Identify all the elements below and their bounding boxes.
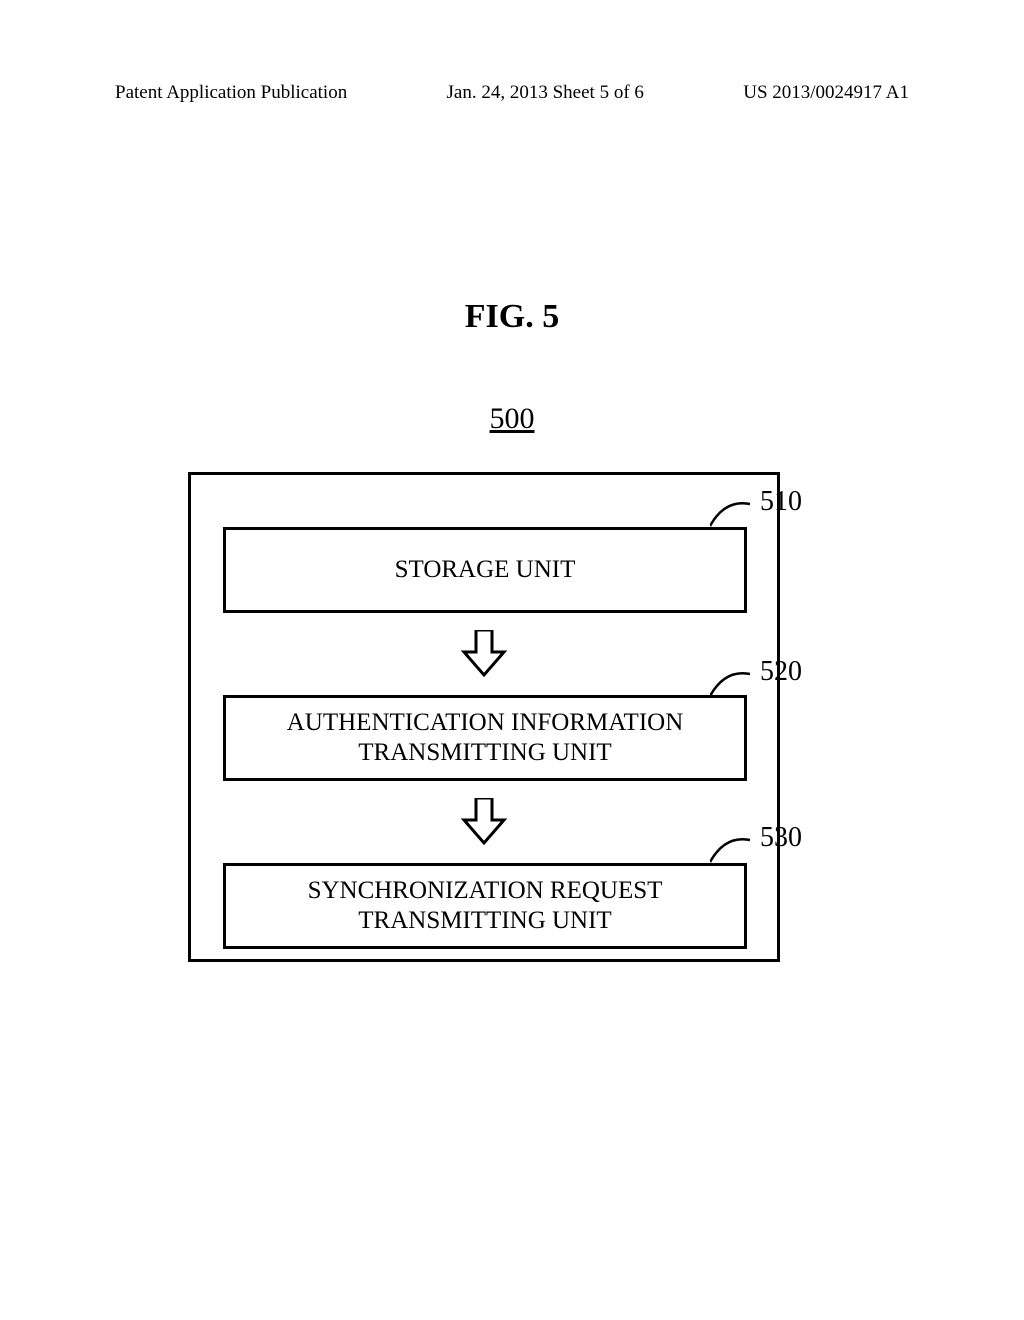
page-header: Patent Application Publication Jan. 24, … [0,82,1024,104]
ref-number-510: 510 [760,486,802,518]
arrow-down-icon [459,798,509,846]
diagram-container: STORAGE UNIT AUTHENTICATION INFORMATION … [188,472,780,962]
ref-number-520: 520 [760,656,802,688]
auth-info-box: AUTHENTICATION INFORMATION TRANSMITTING … [223,695,747,781]
header-center-text: Jan. 24, 2013 Sheet 5 of 6 [447,82,644,104]
ref-number-530: 530 [760,822,802,854]
connector-curve-icon [710,664,760,704]
storage-unit-box: STORAGE UNIT [223,527,747,613]
header-right-text: US 2013/0024917 A1 [743,82,909,104]
auth-info-label: AUTHENTICATION INFORMATION TRANSMITTING … [287,708,684,768]
figure-title: FIG. 5 [465,298,559,336]
arrow-down-icon [459,630,509,678]
header-left-text: Patent Application Publication [115,82,347,104]
figure-number: 500 [490,402,535,436]
connector-curve-icon [710,494,760,534]
connector-curve-icon [710,830,760,870]
sync-request-box: SYNCHRONIZATION REQUEST TRANSMITTING UNI… [223,863,747,949]
storage-unit-label: STORAGE UNIT [395,555,576,585]
sync-request-label: SYNCHRONIZATION REQUEST TRANSMITTING UNI… [308,876,663,936]
